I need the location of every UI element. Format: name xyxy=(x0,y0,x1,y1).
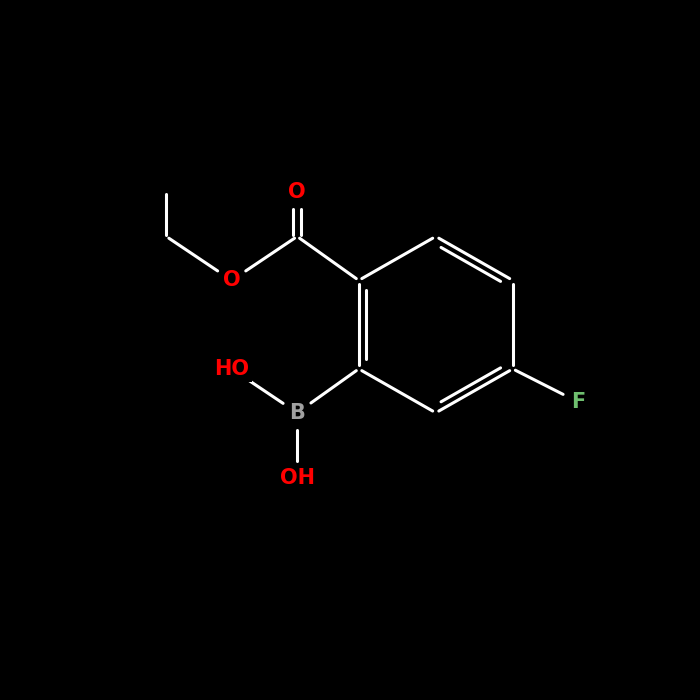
Text: HO: HO xyxy=(214,359,249,379)
Text: F: F xyxy=(571,392,585,412)
Text: B: B xyxy=(289,402,305,423)
Text: O: O xyxy=(223,270,241,290)
Text: O: O xyxy=(288,182,306,202)
Text: OH: OH xyxy=(279,468,314,488)
